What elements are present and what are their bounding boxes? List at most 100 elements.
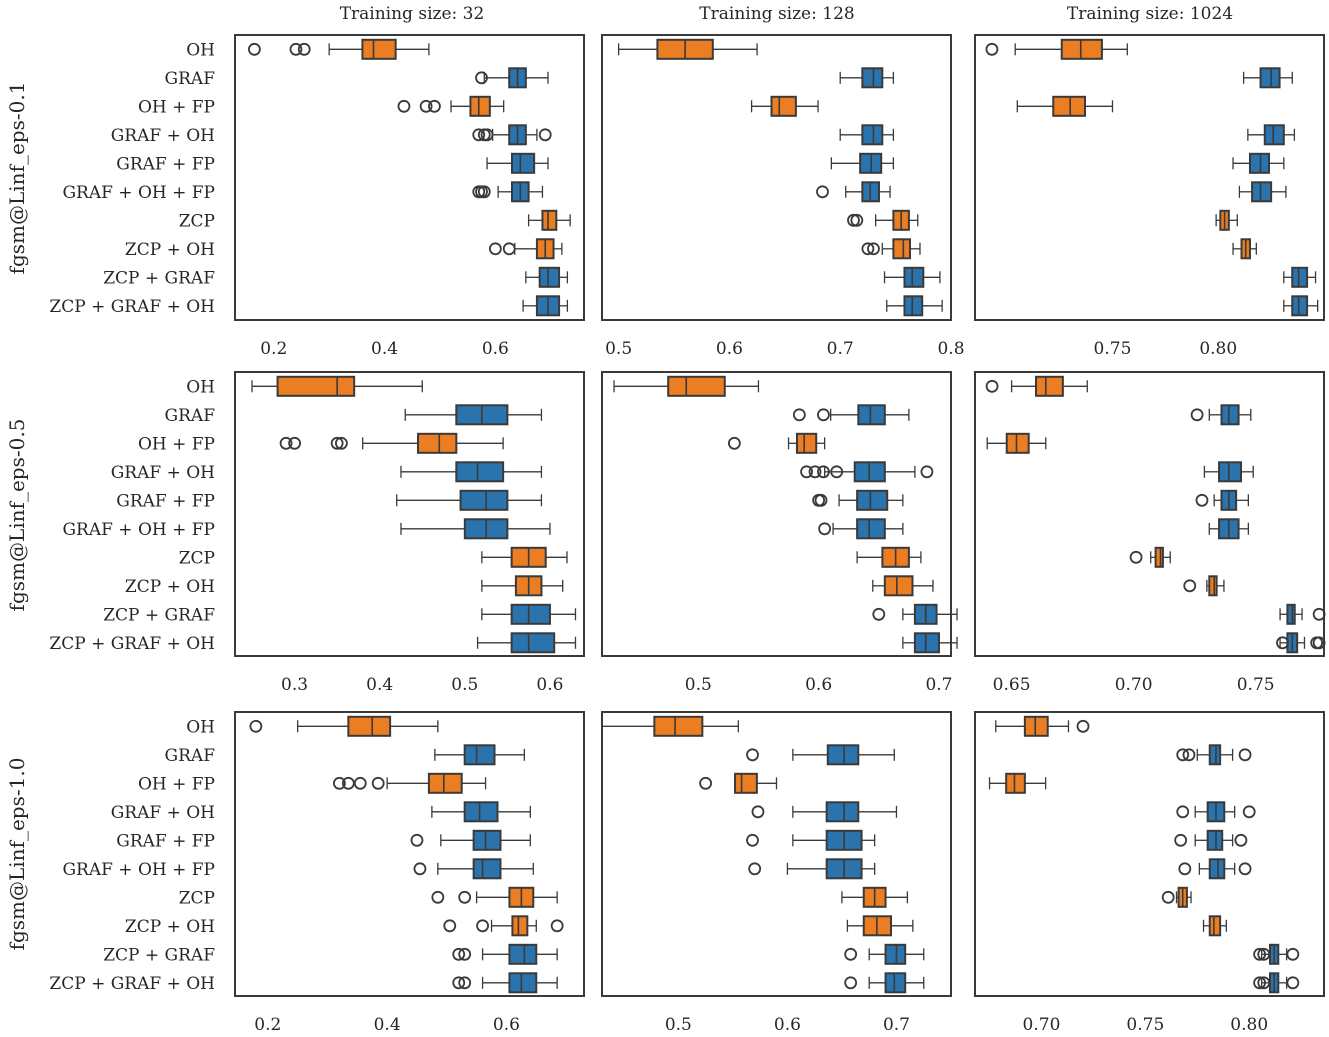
box-3 (699, 772, 778, 794)
outlier-point (475, 71, 488, 85)
outlier-point (830, 465, 844, 479)
box-iqr (1251, 181, 1273, 203)
box-3 (986, 432, 1047, 454)
x-tick-label: 0.6 (493, 1015, 520, 1035)
outlier-point (1286, 947, 1300, 961)
box-6 (1238, 181, 1287, 203)
category-label: GRAF + OH (111, 126, 215, 146)
box-9 (525, 266, 569, 288)
box-2 (1176, 744, 1252, 766)
outlier-point (1174, 833, 1188, 847)
box-6 (816, 181, 891, 203)
x-tick-label: 0.70 (1023, 1015, 1061, 1035)
outlier-point (458, 976, 472, 990)
box-8 (481, 575, 564, 597)
box-5 (746, 829, 876, 851)
box-5 (1232, 152, 1285, 174)
column-title-128: Training size: 128 (699, 4, 854, 24)
outlier-point (1312, 607, 1326, 621)
outlier-point (1234, 833, 1248, 847)
panel-r1-c2: 0.5 0.6 0.7 0.8 (601, 34, 965, 359)
outlier-point (1195, 493, 1209, 507)
panel-frame (234, 34, 585, 321)
outlier-point (1286, 976, 1300, 990)
box-iqr (347, 715, 392, 737)
column-title-32: Training size: 32 (340, 4, 485, 24)
x-tick-label: 0.6 (536, 675, 563, 695)
panel-frame (234, 711, 585, 997)
x-tick-label: 0.6 (774, 1015, 801, 1035)
x-tick-label: 0.2 (254, 1015, 281, 1035)
x-tick-label: 0.80 (1199, 339, 1237, 359)
category-label: GRAF + FP (116, 831, 215, 851)
box-iqr (653, 715, 704, 737)
x-tick-label: 0.75 (1237, 675, 1275, 695)
box-iqr (1291, 295, 1309, 317)
outlier-point (792, 408, 806, 422)
box-iqr (884, 943, 907, 965)
outlier-point (1129, 550, 1143, 564)
panel-r3-c1: OH GRAF OH + FP GRAF + OH GRAF + FP GRAF + OH… (49, 711, 585, 1035)
box-7 (1215, 209, 1238, 231)
outlier-point (1253, 976, 1267, 990)
outlier-point (1238, 748, 1252, 762)
outlier-point (1076, 719, 1090, 733)
box-iqr (1208, 744, 1222, 766)
box-10 (902, 632, 958, 654)
box-iqr (795, 432, 818, 454)
x-tick-label: 0.4 (366, 675, 393, 695)
box-5 (1174, 829, 1248, 851)
outlier-point (538, 128, 552, 142)
box-iqr (1023, 715, 1049, 737)
outlier-point (502, 242, 516, 256)
box-2 (404, 404, 543, 426)
panel-r2-c3: 0.65 0.70 0.75 (974, 371, 1326, 695)
box-4 (1203, 461, 1254, 483)
outlier-point (818, 522, 832, 536)
category-label: OH (186, 377, 215, 397)
x-tick-label: 0.65 (993, 675, 1031, 695)
box-iqr (469, 95, 491, 117)
box-iqr (1291, 266, 1309, 288)
box-8 (846, 915, 914, 937)
box-iqr (825, 801, 860, 823)
box-iqr (427, 772, 463, 794)
outlier-point (867, 242, 880, 256)
box-iqr (417, 432, 458, 454)
outlier-point (844, 947, 858, 961)
box-10 (886, 295, 943, 317)
outlier-point (335, 436, 348, 450)
panel-frame (601, 711, 952, 997)
box-1 (601, 715, 739, 737)
x-tick-label: 0.6 (482, 339, 509, 359)
box-4 (751, 801, 898, 823)
box-iqr (463, 744, 496, 766)
category-label: ZCP + GRAF + OH (49, 974, 215, 994)
outlier-point (413, 862, 427, 876)
outlier-point (247, 42, 261, 56)
box-1 (985, 38, 1128, 60)
outlier-point (727, 436, 741, 450)
box-iqr (856, 489, 889, 511)
category-label: OH + FP (138, 97, 215, 117)
box-1 (995, 715, 1090, 737)
box-10 (1253, 972, 1300, 994)
x-tick-label: 0.4 (374, 1015, 401, 1035)
category-label: ZCP + GRAF (103, 268, 215, 288)
box-7 (856, 546, 922, 568)
box-1 (985, 375, 1088, 397)
box-1 (249, 715, 439, 737)
box-9 (872, 603, 958, 625)
box-iqr (1206, 829, 1224, 851)
box-iqr (510, 632, 556, 654)
outlier-point (297, 42, 311, 56)
outlier-point (550, 919, 564, 933)
box-7 (841, 886, 909, 908)
box-3 (727, 432, 826, 454)
box-8 (1232, 238, 1257, 260)
box-iqr (1052, 95, 1086, 117)
category-label: GRAF (165, 746, 216, 766)
box-4 (800, 461, 934, 483)
x-tick-label: 0.2 (260, 339, 287, 359)
box-1 (613, 375, 760, 397)
